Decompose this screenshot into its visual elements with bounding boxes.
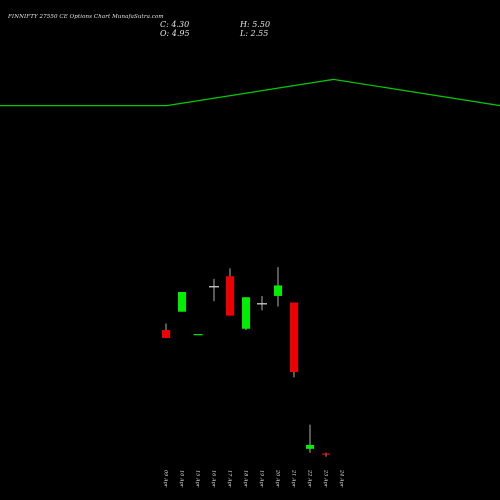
low-readout: L: 2.55: [240, 29, 269, 38]
x-tick-label: 19 Apr: [259, 470, 265, 488]
x-tick-label: 10 Apr: [179, 470, 185, 488]
candle-body: [306, 444, 314, 449]
candle-body: [193, 334, 203, 336]
candle-body: [178, 292, 186, 312]
x-tick-label: 15 Apr: [195, 470, 201, 488]
candle-body: [274, 285, 282, 296]
open-readout: O: 4.95: [160, 29, 190, 38]
x-tick-label: 09 Apr: [163, 470, 169, 488]
candles: [162, 267, 330, 457]
x-tick-label: 22 Apr: [307, 469, 313, 488]
x-tick-label: 21 Apr: [291, 469, 297, 488]
high-readout: H: 5.50: [240, 20, 271, 29]
candle-body: [162, 330, 170, 338]
x-axis-labels: 09 Apr 10 Apr 15 Apr 16 Apr 17 Apr 18 Apr 19 A…: [163, 469, 345, 488]
price-line: [0, 78, 500, 107]
close-readout: C: 4.30: [160, 20, 190, 29]
x-tick-label: 20 Apr: [275, 469, 281, 488]
x-tick-label: 16 Apr: [211, 470, 217, 488]
candle-body: [322, 453, 330, 455]
x-tick-label: 17 Apr: [227, 470, 233, 488]
x-tick-label: 23 Apr: [323, 469, 329, 488]
candle-body: [257, 303, 267, 305]
price-line-path: [0, 78, 500, 107]
x-tick-label: 24 Apr: [339, 469, 345, 488]
candle-body: [242, 297, 250, 329]
x-tick-label: 18 Apr: [243, 470, 249, 488]
chart-title: FINNIFTY 27550 CE Options Chart MunafaSu…: [8, 14, 164, 20]
candle-body: [209, 286, 219, 288]
candle-body: [290, 302, 298, 373]
candle-body: [226, 276, 234, 316]
